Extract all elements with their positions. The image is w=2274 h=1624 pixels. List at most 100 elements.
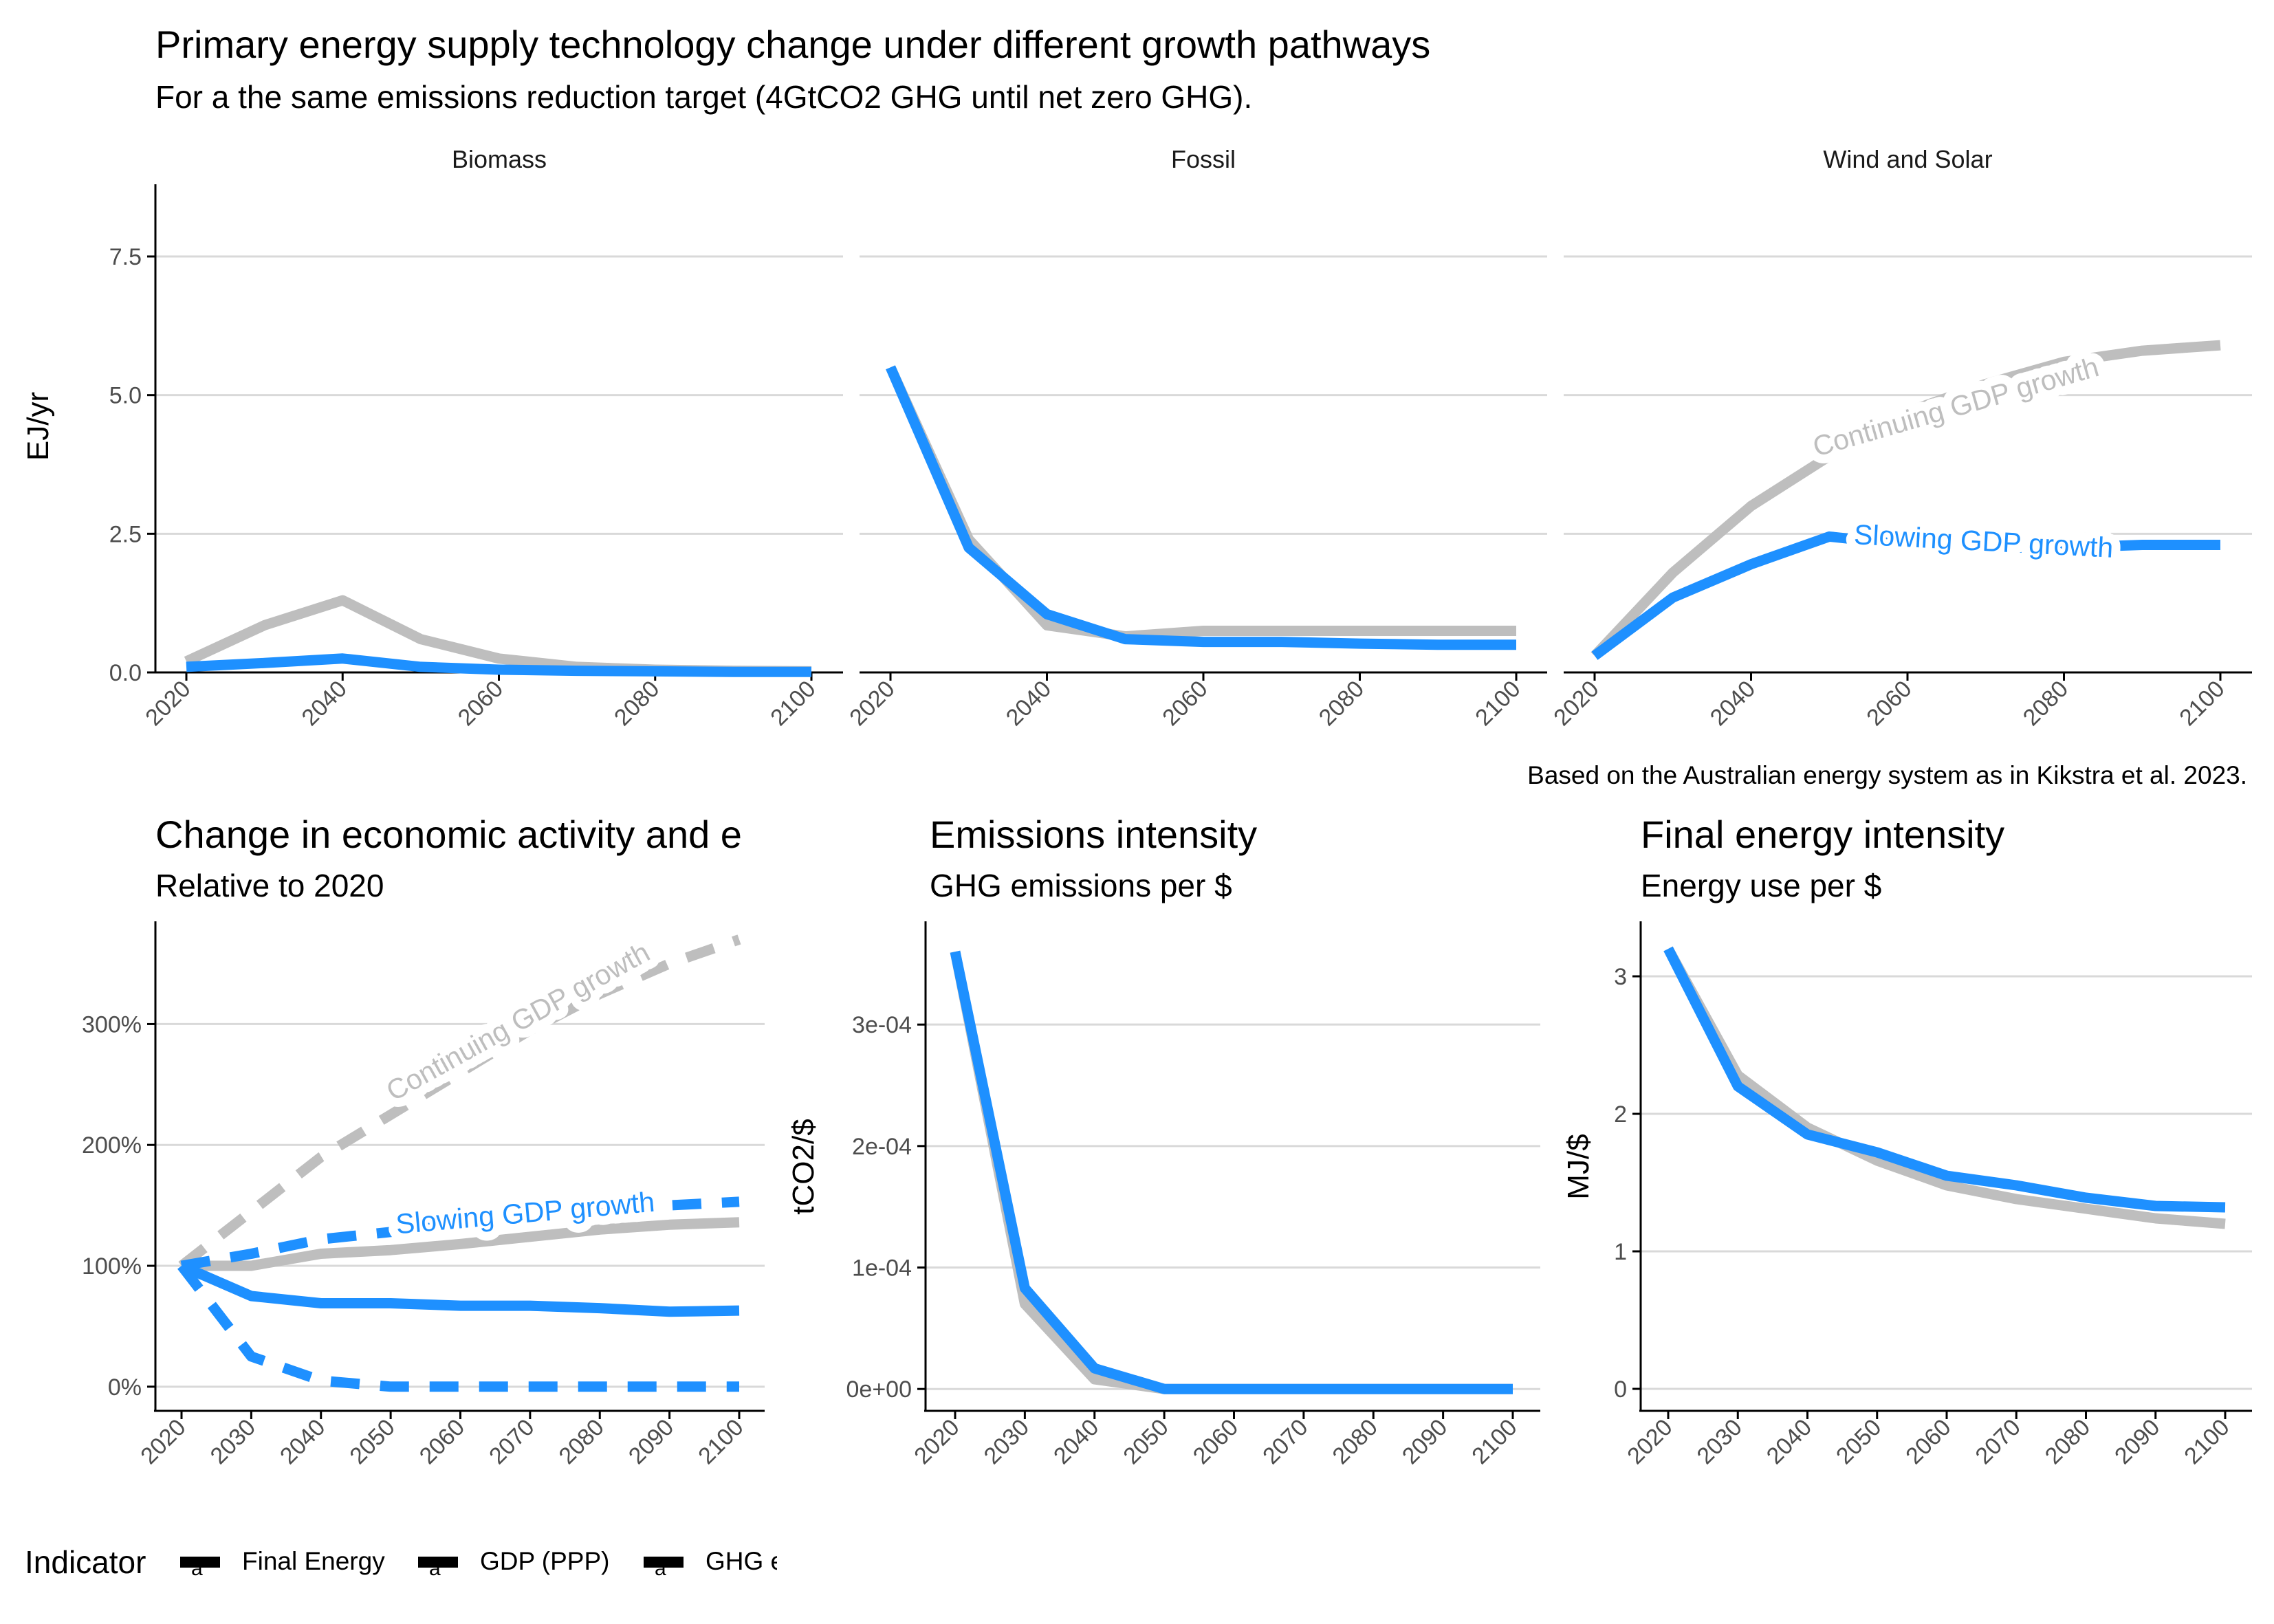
- panel-title: Emissions intensity: [930, 813, 1257, 856]
- series-line-slowing: [1591, 531, 2220, 660]
- x-tick-label: 2020: [844, 676, 899, 731]
- x-tick-label: 2100: [693, 1414, 748, 1469]
- series-line-slowing: [886, 365, 1516, 650]
- x-tick-label: 2080: [2018, 676, 2073, 731]
- y-tick-label: 3: [1614, 964, 1627, 990]
- y-tick-label: 7.5: [109, 244, 142, 270]
- x-tick-label: 2090: [2110, 1414, 2165, 1469]
- legend-item-label: GHG e: [706, 1547, 785, 1575]
- legend-title: Indicator: [25, 1544, 146, 1580]
- legend-key-glyph: a: [191, 1557, 203, 1580]
- x-tick-label: 2080: [609, 676, 664, 731]
- x-tick-label: 2040: [1762, 1414, 1817, 1469]
- x-tick-label: 2070: [484, 1414, 539, 1469]
- x-tick-label: 2100: [1467, 1414, 1522, 1469]
- series-line-slowing: [950, 950, 1513, 1394]
- y-tick-label: 5.0: [109, 383, 142, 409]
- x-tick-label: 2020: [909, 1414, 964, 1469]
- facet-strip-label: Biomass: [452, 145, 547, 173]
- x-tick-label: 2100: [2174, 676, 2229, 731]
- panel-title: Final energy intensity: [1641, 813, 2004, 856]
- y-tick-label: 0.0: [109, 660, 142, 686]
- panel-title: Change in economic activity and e: [155, 813, 742, 856]
- x-tick-label: 2020: [140, 676, 195, 731]
- legend-key-swatch: [644, 1557, 684, 1568]
- legend-key-swatch: [180, 1557, 220, 1568]
- series-line-continuing: [1590, 340, 2221, 659]
- chart-emissions-intensity: Emissions intensity GHG emissions per $ tC…: [787, 813, 1540, 1469]
- x-tick-label: 2030: [206, 1414, 261, 1469]
- x-tick-label: 2080: [1328, 1414, 1383, 1469]
- x-tick-label: 2060: [1188, 1414, 1243, 1469]
- series-line-continuing: [1663, 946, 2226, 1229]
- legend-item-ghg-e: a GHG e: [644, 1547, 785, 1580]
- y-tick-label: 3e-04: [852, 1012, 912, 1038]
- y-tick-label: 0%: [108, 1374, 142, 1401]
- x-tick-label: 2060: [1157, 676, 1212, 731]
- chart-economic-activity: Change in economic activity and e Relativ…: [82, 813, 765, 1469]
- series-line-slowing-final-energy: [179, 1261, 740, 1317]
- x-tick-label: 2060: [415, 1414, 470, 1469]
- y-tick-label: 0e+00: [846, 1376, 912, 1403]
- series-line-continuing: [886, 365, 1516, 642]
- legend-key-glyph: a: [429, 1557, 441, 1580]
- legend-key-glyph: a: [655, 1557, 666, 1580]
- x-tick-label: 2040: [1001, 676, 1056, 731]
- x-tick-label: 2090: [1397, 1414, 1452, 1469]
- y-axis-title: EJ/yr: [21, 392, 55, 461]
- y-tick-label: 2e-04: [852, 1134, 912, 1160]
- facet-biomass: Biomass 0.0 2.5 5.0 7.5 2020 2040 2060 2080 2100: [109, 145, 843, 731]
- series-line-continuing-gdp-ppp: [178, 934, 741, 1270]
- x-tick-label: 2050: [1118, 1414, 1173, 1469]
- x-tick-label: 2040: [297, 676, 352, 731]
- x-tick-label: 2020: [1549, 676, 1604, 731]
- series-line-slowing-ghg-e: [177, 1262, 739, 1392]
- y-tick-label: 2: [1614, 1101, 1627, 1128]
- x-tick-label: 2040: [1705, 676, 1760, 731]
- x-tick-label: 2020: [135, 1414, 190, 1469]
- legend-item-gdp-ppp: a GDP (PPP): [418, 1547, 609, 1580]
- x-tick-label: 2100: [1470, 676, 1525, 731]
- legend-key-swatch: [418, 1557, 458, 1568]
- x-tick-label: 2030: [1692, 1414, 1747, 1469]
- x-tick-label: 2070: [1971, 1414, 2026, 1469]
- panel-subtitle: Relative to 2020: [155, 868, 384, 903]
- x-tick-label: 2020: [1622, 1414, 1677, 1469]
- y-tick-label: 200%: [82, 1132, 142, 1159]
- x-tick-label: 2040: [1049, 1414, 1104, 1469]
- y-tick-label: 0: [1614, 1376, 1627, 1403]
- x-tick-label: 2060: [1861, 676, 1916, 731]
- series-line-continuing-final-energy: [182, 1217, 740, 1271]
- panel-subtitle: GHG emissions per $: [930, 868, 1232, 903]
- facet-wind-and-solar: Wind and Solar 2020 2040 2060 2080 2100 Contin…: [1549, 145, 2252, 731]
- facet-strip-label: Fossil: [1171, 145, 1236, 173]
- facet-fossil: Fossil 2020 2040 2060 2080 2100: [844, 145, 1547, 731]
- x-tick-label: 2090: [624, 1414, 679, 1469]
- legend-item-final-energy: a Final Energy: [180, 1547, 385, 1580]
- series-line-slowing: [186, 653, 811, 677]
- x-tick-label: 2060: [1901, 1414, 1956, 1469]
- x-tick-label: 2030: [979, 1414, 1034, 1469]
- figure-subtitle: For a the same emissions reduction targe…: [155, 79, 1252, 115]
- x-tick-label: 2050: [345, 1414, 400, 1469]
- y-tick-label: 100%: [82, 1253, 142, 1280]
- series-label-continuing: Continuing GDP growth: [1809, 351, 2102, 463]
- facet-strip-label: Wind and Solar: [1823, 145, 1992, 173]
- x-tick-label: 2040: [275, 1414, 330, 1469]
- x-tick-label: 2080: [1314, 676, 1369, 731]
- y-axis-title: MJ/$: [1562, 1134, 1595, 1199]
- y-tick-label: 1: [1614, 1239, 1627, 1265]
- y-tick-label: 2.5: [109, 521, 142, 547]
- y-axis-title: tCO2/$: [787, 1119, 820, 1214]
- legend-item-label: GDP (PPP): [480, 1547, 609, 1575]
- y-tick-label: 300%: [82, 1011, 142, 1038]
- series-line-slowing-gdp-ppp: [180, 1196, 740, 1271]
- x-tick-label: 2100: [2179, 1414, 2234, 1469]
- figure-caption: Based on the Australian energy system as…: [1527, 761, 2247, 789]
- x-tick-label: 2050: [1831, 1414, 1886, 1469]
- panel-subtitle: Energy use per $: [1641, 868, 1881, 903]
- y-tick-label: 1e-04: [852, 1255, 912, 1282]
- x-tick-label: 2080: [2040, 1414, 2095, 1469]
- x-tick-label: 2060: [453, 676, 508, 731]
